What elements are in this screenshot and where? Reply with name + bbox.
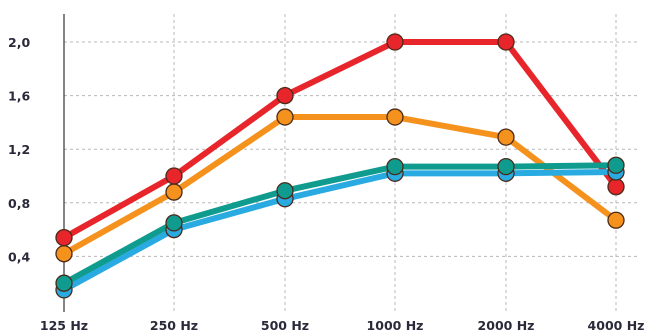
series-line-1 [61,114,619,257]
x-tick-labels: 125 Hz 250 Hz 500 Hz 1000 Hz 2000 Hz 4000 Hz [40,318,645,333]
x-tick-label: 500 Hz [261,318,309,333]
y-tick-label: 1,2 [8,142,30,157]
series-lines [61,39,619,293]
data-point-s3-0 [55,274,73,292]
data-point-s3-3 [386,157,404,176]
data-point-s0-4 [497,33,515,51]
series-line-2 [61,168,619,293]
y-tick-labels: 0,4 0,8 1,2 1,6 2,0 [8,35,30,264]
data-point-s1-5 [607,211,625,229]
y-tick-label: 1,6 [8,89,30,104]
data-point-s0-2 [276,86,294,105]
data-point-s3-4 [497,157,515,176]
x-tick-label: 1000 Hz [367,318,424,333]
series-line-3 [61,162,619,287]
series-line-0 [61,39,619,241]
y-tick-label: 0,8 [8,196,30,211]
y-tick-label: 2,0 [8,35,30,50]
x-tick-label: 2000 Hz [478,318,535,333]
x-tick-label: 125 Hz [40,318,88,333]
data-point-s1-2 [276,108,294,126]
data-point-s1-3 [386,108,404,126]
data-point-s0-3 [386,33,404,51]
x-tick-label: 4000 Hz [588,318,645,333]
data-point-s0-0 [55,228,73,247]
x-tick-label: 250 Hz [150,318,198,333]
data-point-s3-2 [276,182,294,200]
data-point-s3-5 [607,156,625,174]
data-point-s1-1 [165,183,183,201]
data-point-s1-4 [497,128,515,146]
data-point-s0-5 [607,178,625,196]
series-points [55,33,625,299]
data-point-s3-1 [165,214,183,232]
data-point-s1-0 [55,245,73,263]
y-tick-label: 0,4 [8,249,30,264]
grid [64,14,640,312]
data-point-s0-1 [165,167,183,185]
